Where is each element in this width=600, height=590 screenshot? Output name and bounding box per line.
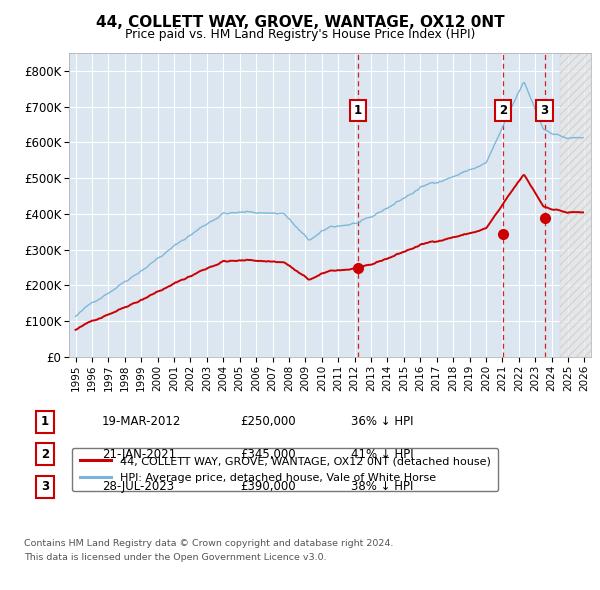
Text: £250,000: £250,000 [240,415,296,428]
Text: Price paid vs. HM Land Registry's House Price Index (HPI): Price paid vs. HM Land Registry's House … [125,28,475,41]
Text: 21-JAN-2021: 21-JAN-2021 [102,448,176,461]
Legend: 44, COLLETT WAY, GROVE, WANTAGE, OX12 0NT (detached house), HPI: Average price, : 44, COLLETT WAY, GROVE, WANTAGE, OX12 0N… [72,448,499,491]
Text: This data is licensed under the Open Government Licence v3.0.: This data is licensed under the Open Gov… [24,553,326,562]
Text: 28-JUL-2023: 28-JUL-2023 [102,480,174,493]
Text: 1: 1 [354,104,362,117]
Text: 41% ↓ HPI: 41% ↓ HPI [351,448,413,461]
Text: Contains HM Land Registry data © Crown copyright and database right 2024.: Contains HM Land Registry data © Crown c… [24,539,394,548]
Text: £390,000: £390,000 [240,480,296,493]
Text: 44, COLLETT WAY, GROVE, WANTAGE, OX12 0NT: 44, COLLETT WAY, GROVE, WANTAGE, OX12 0N… [95,15,505,30]
Text: £345,000: £345,000 [240,448,296,461]
Text: 38% ↓ HPI: 38% ↓ HPI [351,480,413,493]
Text: 1: 1 [41,415,49,428]
Text: 2: 2 [41,448,49,461]
Text: 3: 3 [541,104,548,117]
Text: 36% ↓ HPI: 36% ↓ HPI [351,415,413,428]
Text: 2: 2 [499,104,507,117]
Text: 3: 3 [41,480,49,493]
Text: 19-MAR-2012: 19-MAR-2012 [102,415,181,428]
